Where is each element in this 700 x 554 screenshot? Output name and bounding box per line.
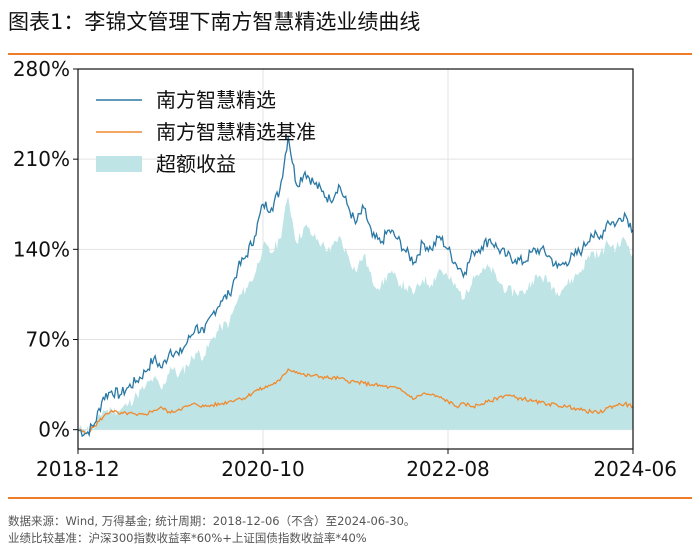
y-tick-label: 0% — [38, 418, 70, 442]
plot-frame — [77, 68, 634, 450]
fund-line — [77, 135, 634, 438]
legend: 南方智慧精选 南方智慧精选基准 超额收益 — [96, 88, 316, 176]
excess-return-area — [78, 196, 633, 435]
y-tick-label: 140% — [13, 237, 70, 261]
top-rule — [8, 53, 692, 55]
source-note: 数据来源：Wind, 万得基金; 统计周期：2018-12-06（不含）至202… — [8, 514, 416, 528]
y-axis: 0% 70% 140% 210% 280% — [13, 57, 78, 442]
y-tick-label: 280% — [13, 57, 70, 81]
footnotes: 数据来源：Wind, 万得基金; 统计周期：2018-12-06（不含）至202… — [8, 513, 415, 547]
y-tick-label: 70% — [26, 328, 70, 352]
legend-label-benchmark: 南方智慧精选基准 — [156, 120, 316, 144]
x-tick-label: 2022-08 — [406, 457, 490, 481]
figure-title: 图表1：李锦文管理下南方智慧精选业绩曲线 — [8, 10, 421, 34]
x-axis: 2018-12 2020-10 2022-08 2024-06 — [36, 449, 677, 481]
bottom-rule — [8, 497, 692, 499]
y-tick-label: 210% — [13, 147, 70, 171]
benchmark-line — [77, 368, 634, 435]
x-tick-label: 2020-10 — [221, 457, 305, 481]
plot-area — [77, 68, 634, 450]
x-tick-label: 2024-06 — [593, 457, 677, 481]
legend-swatch-excess — [96, 156, 142, 172]
legend-label-excess: 超额收益 — [156, 152, 236, 176]
legend-label-fund: 南方智慧精选 — [156, 88, 276, 112]
benchmark-note: 业绩比较基准：沪深300指数收益率*60%+上证国债指数收益率*40% — [8, 531, 367, 545]
x-tick-label: 2018-12 — [36, 457, 120, 481]
fund-performance-chart: 0%70%140%210%280% 2018-12 2020-10 2022-08 2… — [13, 57, 677, 481]
